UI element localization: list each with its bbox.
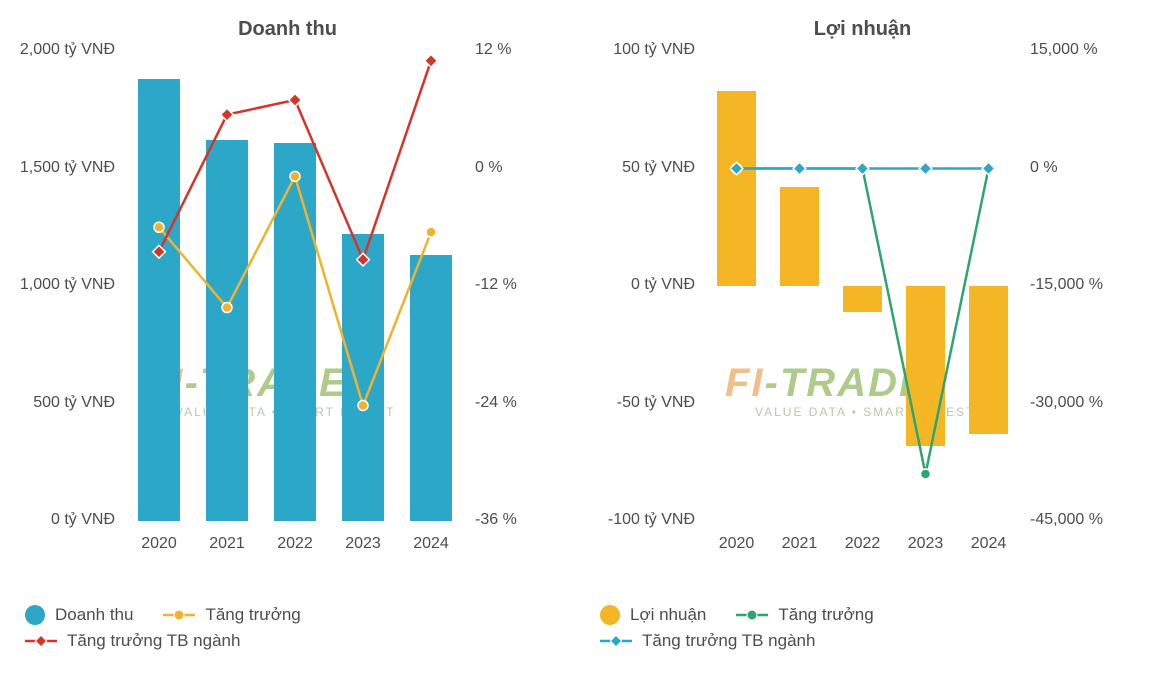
- x-tick-label: 2024: [406, 535, 456, 553]
- series-marker: [222, 303, 232, 313]
- series-marker: [153, 245, 166, 258]
- series-marker: [221, 108, 234, 121]
- y-left-tick-label: 1,500 tỷ VNĐ: [20, 159, 115, 177]
- series-marker: [425, 54, 438, 67]
- legend-item: Tăng trưởng TB ngành: [600, 631, 815, 651]
- y-left-tick-label: 100 tỷ VNĐ: [613, 41, 695, 59]
- plot-revenue: FI-TRADE VALUE DATA • SMART INVEST 0 tỷ …: [125, 51, 465, 521]
- y-right-tick-label: 12 %: [475, 41, 511, 59]
- legend-item: Tăng trưởng TB ngành: [25, 631, 240, 651]
- legends-row: Doanh thu Tăng trưởng Tăng trưởng TB ngành…: [0, 597, 1150, 697]
- x-tick-label: 2020: [134, 535, 184, 553]
- x-tick-label: 2022: [270, 535, 320, 553]
- legend-swatch: [25, 605, 45, 625]
- series-line: [159, 61, 431, 260]
- x-tick-label: 2023: [901, 535, 951, 553]
- panel-title-revenue: Doanh thu: [0, 18, 575, 41]
- chart-container: Doanh thu FI-TRADE VALUE DATA • SMART IN…: [0, 0, 1150, 697]
- series-marker: [793, 162, 806, 175]
- y-right-tick-label: 0 %: [1030, 159, 1058, 177]
- charts-row: Doanh thu FI-TRADE VALUE DATA • SMART IN…: [0, 0, 1150, 597]
- y-right-tick-label: -12 %: [475, 276, 517, 294]
- series-line: [159, 176, 431, 405]
- y-right-tick-label: -45,000 %: [1030, 511, 1103, 529]
- series-marker: [919, 162, 932, 175]
- y-left-tick-label: 1,000 tỷ VNĐ: [20, 276, 115, 294]
- series-marker: [357, 253, 370, 266]
- x-tick-label: 2021: [202, 535, 252, 553]
- legend-label: Doanh thu: [55, 605, 133, 625]
- series-line: [737, 169, 989, 475]
- legend-label: Tăng trưởng: [205, 605, 300, 625]
- y-left-tick-label: -100 tỷ VNĐ: [608, 511, 695, 529]
- legend-item: Tăng trưởng: [163, 605, 300, 625]
- plot-profit: FI-TRADE VALUE DATA • SMART INVEST -100 …: [705, 51, 1020, 521]
- line-layer: [705, 51, 1020, 521]
- series-marker: [154, 222, 164, 232]
- series-marker: [289, 94, 302, 107]
- legend-swatch: [163, 607, 195, 623]
- legend-label: Tăng trưởng TB ngành: [67, 631, 240, 651]
- series-marker: [290, 171, 300, 181]
- legend-item: Tăng trưởng: [736, 605, 873, 625]
- x-tick-label: 2023: [338, 535, 388, 553]
- y-left-tick-label: 2,000 tỷ VNĐ: [20, 41, 115, 59]
- y-right-tick-label: -15,000 %: [1030, 276, 1103, 294]
- legend-label: Lợi nhuận: [630, 605, 706, 625]
- legend-revenue: Doanh thu Tăng trưởng Tăng trưởng TB ngành: [0, 597, 575, 697]
- y-left-tick-label: -50 tỷ VNĐ: [617, 394, 695, 412]
- x-tick-label: 2020: [712, 535, 762, 553]
- series-marker: [982, 162, 995, 175]
- legend-swatch: [736, 607, 768, 623]
- legend-item: Lợi nhuận: [600, 605, 706, 625]
- series-marker: [358, 400, 368, 410]
- panel-profit: Lợi nhuận FI-TRADE VALUE DATA • SMART IN…: [575, 0, 1150, 597]
- x-tick-label: 2022: [838, 535, 888, 553]
- line-layer: [125, 51, 465, 521]
- legend-label: Tăng trưởng: [778, 605, 873, 625]
- y-right-tick-label: -30,000 %: [1030, 394, 1103, 412]
- legend-profit: Lợi nhuận Tăng trưởng Tăng trưởng TB ngành: [575, 597, 1150, 697]
- x-tick-label: 2024: [964, 535, 1014, 553]
- panel-revenue: Doanh thu FI-TRADE VALUE DATA • SMART IN…: [0, 0, 575, 597]
- legend-swatch: [600, 633, 632, 649]
- x-tick-label: 2021: [775, 535, 825, 553]
- y-left-tick-label: 0 tỷ VNĐ: [631, 276, 695, 294]
- y-left-tick-label: 0 tỷ VNĐ: [51, 511, 115, 529]
- series-marker: [921, 469, 931, 479]
- y-right-tick-label: 0 %: [475, 159, 503, 177]
- y-left-tick-label: 50 tỷ VNĐ: [622, 159, 695, 177]
- legend-swatch: [600, 605, 620, 625]
- series-marker: [730, 162, 743, 175]
- panel-title-profit: Lợi nhuận: [575, 18, 1150, 41]
- legend-label: Tăng trưởng TB ngành: [642, 631, 815, 651]
- series-marker: [856, 162, 869, 175]
- y-right-tick-label: 15,000 %: [1030, 41, 1098, 59]
- legend-item: Doanh thu: [25, 605, 133, 625]
- y-right-tick-label: -36 %: [475, 511, 517, 529]
- y-left-tick-label: 500 tỷ VNĐ: [33, 394, 115, 412]
- series-marker: [426, 227, 436, 237]
- legend-swatch: [25, 633, 57, 649]
- y-right-tick-label: -24 %: [475, 394, 517, 412]
